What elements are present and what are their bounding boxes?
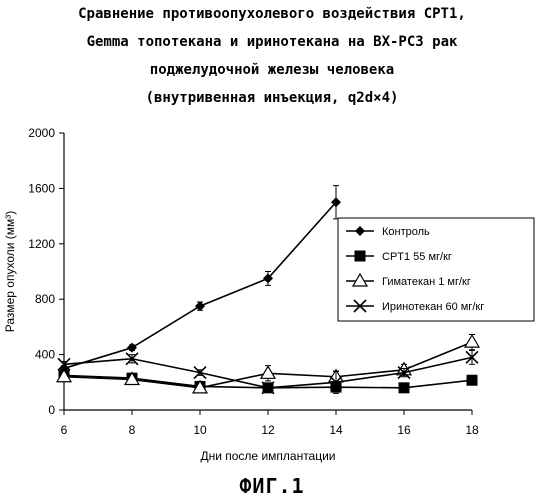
x-tick-label: 8	[129, 423, 136, 437]
data-point	[261, 366, 275, 378]
chart-legend: Контроль CPT1 55 мг/кг Гиматекан 1 мг/кг Ир…	[338, 218, 534, 321]
x-tick-label: 16	[397, 423, 411, 437]
series-line	[64, 202, 336, 368]
y-tick-label: 2000	[28, 126, 55, 140]
data-point	[194, 367, 206, 379]
series-diamond	[59, 186, 341, 374]
x-tick-label: 6	[61, 423, 68, 437]
tumor-size-line-chart: 0 400 800 1200 1600 2000 6 8 10 12 14 16 18 Контроль…	[0, 0, 544, 470]
x-tick-label: 18	[465, 423, 479, 437]
data-point	[399, 382, 410, 393]
figure-caption: ФИГ.1	[0, 474, 544, 498]
data-point	[465, 335, 479, 347]
y-tick-label: 0	[48, 403, 55, 417]
y-tick-label: 400	[35, 348, 55, 362]
x-axis-title: Дни после имплантации	[200, 449, 335, 463]
legend-label: CPT1 55 мг/кг	[382, 251, 452, 263]
data-point	[195, 301, 205, 311]
data-point	[467, 375, 478, 386]
legend-label: Контроль	[382, 226, 430, 238]
data-point	[127, 343, 137, 353]
x-tick-label: 12	[261, 423, 275, 437]
y-tick-label: 1600	[28, 181, 55, 195]
x-tick-label: 10	[193, 423, 207, 437]
legend-marker	[355, 251, 366, 262]
legend-label: Иринотекан 60 мг/кг	[382, 301, 484, 313]
y-tick-label: 1200	[28, 237, 55, 251]
y-tick-label: 800	[35, 292, 55, 306]
y-axis-title: Размер опухоли (мм³)	[3, 211, 17, 333]
legend-item: CPT1 55 мг/кг	[346, 251, 452, 264]
x-tick-label: 14	[329, 423, 343, 437]
legend-label: Гиматекан 1 мг/кг	[382, 276, 471, 288]
